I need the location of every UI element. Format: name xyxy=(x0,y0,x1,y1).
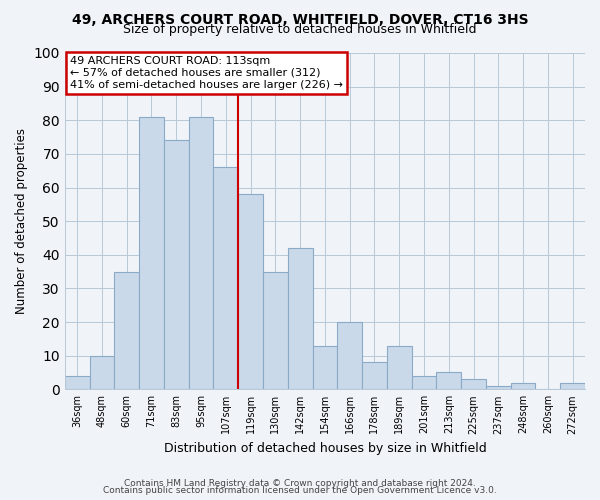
Bar xyxy=(263,272,288,390)
X-axis label: Distribution of detached houses by size in Whitfield: Distribution of detached houses by size … xyxy=(164,442,486,455)
Bar xyxy=(238,194,263,390)
Text: Size of property relative to detached houses in Whitfield: Size of property relative to detached ho… xyxy=(123,22,477,36)
Bar xyxy=(387,346,412,390)
Bar xyxy=(461,379,486,390)
Bar xyxy=(436,372,461,390)
Bar xyxy=(288,248,313,390)
Text: 49, ARCHERS COURT ROAD, WHITFIELD, DOVER, CT16 3HS: 49, ARCHERS COURT ROAD, WHITFIELD, DOVER… xyxy=(71,12,529,26)
Bar xyxy=(412,376,436,390)
Bar xyxy=(486,386,511,390)
Bar xyxy=(139,117,164,390)
Bar xyxy=(164,140,188,390)
Bar xyxy=(511,382,535,390)
Bar xyxy=(214,168,238,390)
Bar xyxy=(560,382,585,390)
Bar xyxy=(362,362,387,390)
Text: Contains public sector information licensed under the Open Government Licence v3: Contains public sector information licen… xyxy=(103,486,497,495)
Bar xyxy=(313,346,337,390)
Bar xyxy=(65,376,89,390)
Text: 49 ARCHERS COURT ROAD: 113sqm
← 57% of detached houses are smaller (312)
41% of : 49 ARCHERS COURT ROAD: 113sqm ← 57% of d… xyxy=(70,56,343,90)
Y-axis label: Number of detached properties: Number of detached properties xyxy=(15,128,28,314)
Bar xyxy=(337,322,362,390)
Bar xyxy=(188,117,214,390)
Bar xyxy=(115,272,139,390)
Bar xyxy=(89,356,115,390)
Text: Contains HM Land Registry data © Crown copyright and database right 2024.: Contains HM Land Registry data © Crown c… xyxy=(124,478,476,488)
